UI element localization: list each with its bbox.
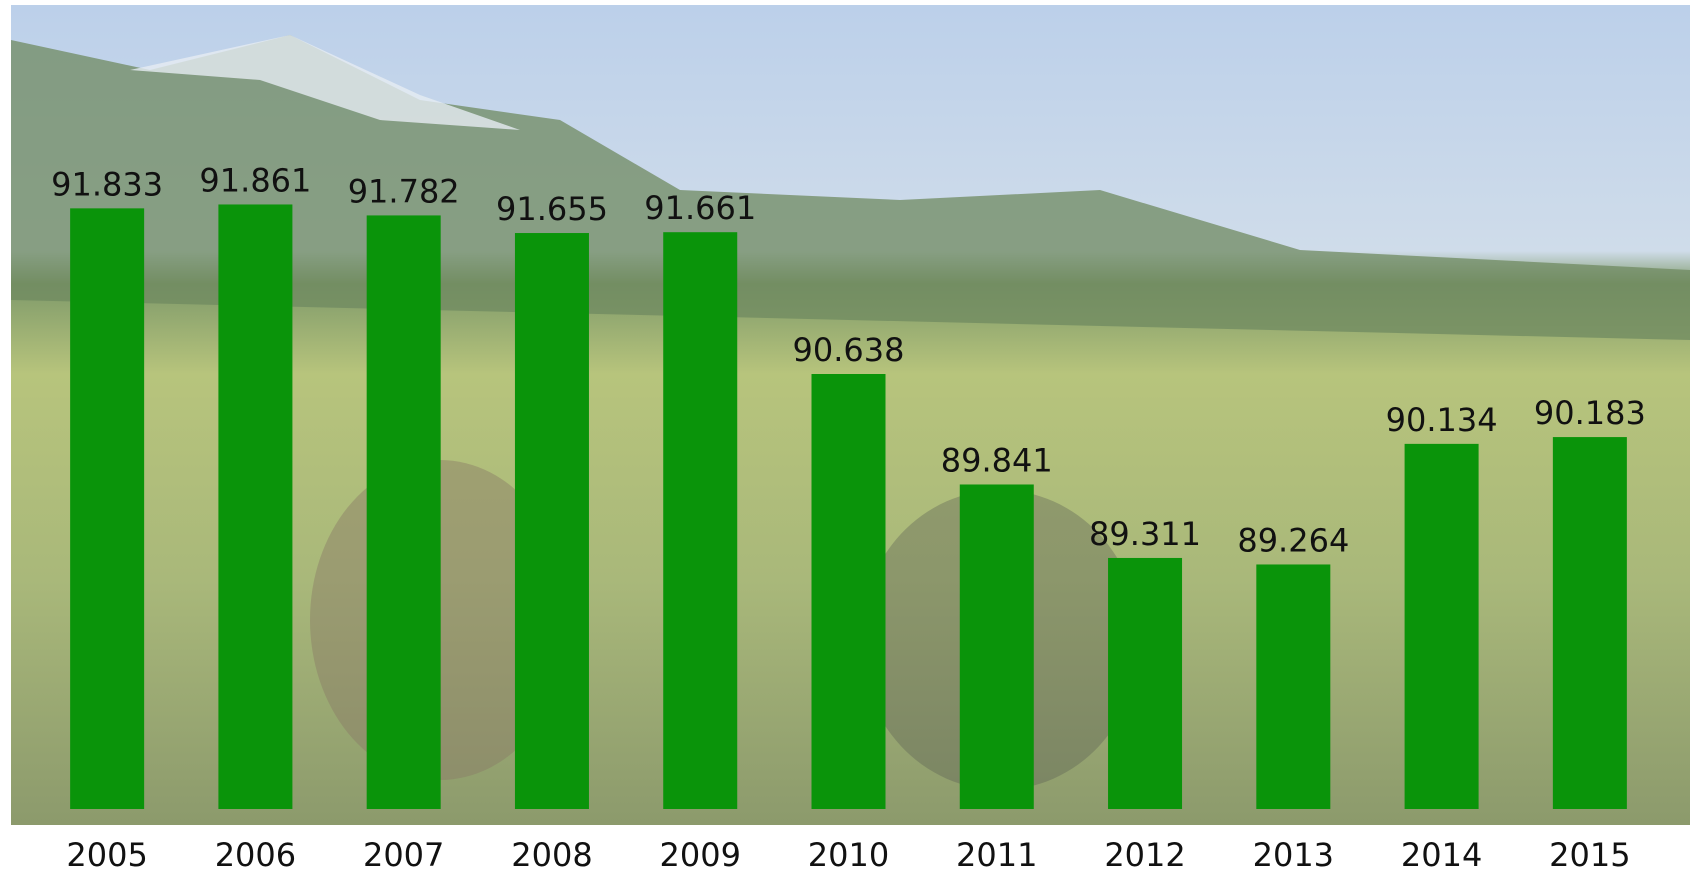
x-tick-label: 2015: [1549, 836, 1630, 874]
bar: [1552, 437, 1627, 809]
bar: [514, 233, 589, 810]
bar: [959, 484, 1034, 809]
bar: [366, 215, 441, 809]
value-label: 90.134: [1386, 401, 1498, 439]
bar: [1404, 443, 1479, 809]
x-tick-label: 2008: [511, 836, 592, 874]
bar: [70, 208, 145, 809]
value-label: 89.841: [941, 441, 1053, 479]
value-label: 91.655: [496, 190, 608, 228]
bar: [663, 232, 738, 809]
x-tick-label: 2011: [956, 836, 1037, 874]
value-label: 90.638: [793, 331, 905, 369]
bar: [811, 374, 886, 809]
value-label: 90.183: [1534, 394, 1646, 432]
x-tick-label: 2007: [363, 836, 444, 874]
bar: [218, 204, 293, 810]
x-tick-label: 2006: [215, 836, 296, 874]
bar: [1256, 564, 1331, 809]
value-label: 89.264: [1237, 521, 1349, 559]
x-tick-label: 2010: [808, 836, 889, 874]
x-tick-label: 2009: [660, 836, 741, 874]
x-tick-label: 2014: [1401, 836, 1482, 874]
x-tick-label: 2012: [1104, 836, 1185, 874]
value-label: 91.833: [51, 165, 163, 203]
value-label: 91.661: [644, 189, 756, 227]
bar: [1108, 557, 1183, 809]
value-label: 91.782: [348, 172, 460, 210]
x-tick-label: 2013: [1253, 836, 1334, 874]
value-label: 89.311: [1089, 515, 1201, 553]
value-label: 91.861: [199, 161, 311, 199]
x-tick-label: 2005: [66, 836, 147, 874]
